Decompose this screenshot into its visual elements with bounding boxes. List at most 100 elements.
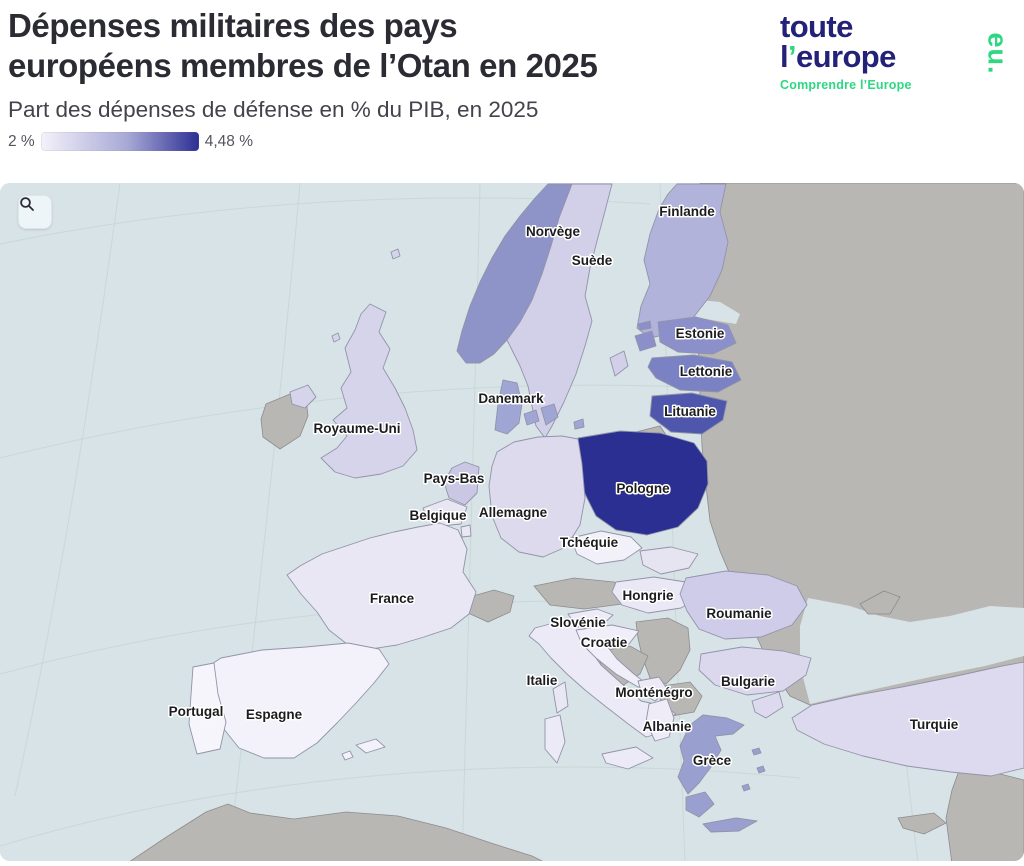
label-pays-bas: Pays-Bas (424, 471, 485, 486)
country-albanie[interactable] (645, 698, 675, 742)
label-espagne: Espagne (246, 707, 303, 722)
label-allemagne: Allemagne (479, 505, 548, 520)
greece-mainland (677, 714, 745, 795)
country-espagne[interactable] (206, 642, 390, 761)
legend-max-label: 4,48 % (204, 132, 253, 150)
shetland-islands (390, 248, 401, 260)
country-slovenie[interactable] (567, 608, 614, 628)
page-title-line2: européens membres de l’Otan en 2025 (8, 47, 598, 84)
north-africa (129, 803, 543, 861)
country-royaume-uni[interactable] (289, 248, 418, 479)
hiiumaa-island (637, 320, 652, 331)
country-labels: Norvège Suède Finlande Estonie Lettonie … (167, 203, 960, 770)
legend-min-label: 2 % (8, 132, 35, 150)
corsica-island (552, 681, 569, 714)
country-grece[interactable] (677, 714, 766, 833)
northern-ireland (289, 384, 317, 409)
label-bulgarie: Bulgarie (721, 674, 776, 689)
sicily-island (601, 746, 654, 770)
page-title: Dépenses militaires des pays européens m… (8, 6, 1024, 86)
magnifier-icon (20, 197, 34, 211)
logo-eu-suffix: eu. (982, 32, 1013, 75)
color-legend: 2 % 4,48 % (8, 132, 1024, 151)
country-pologne[interactable] (577, 430, 709, 536)
levant (945, 767, 1024, 861)
label-norvege: Norvège (526, 224, 581, 239)
map-zoom-button[interactable] (18, 195, 52, 229)
country-pays-bas[interactable] (443, 461, 480, 506)
country-belgique[interactable] (422, 498, 468, 527)
country-turquie[interactable] (751, 661, 1024, 777)
peloponnese (685, 791, 715, 818)
label-slovenie: Slovénie (550, 615, 606, 630)
label-montenegro: Monténégro (615, 685, 692, 700)
country-danemark[interactable] (494, 379, 585, 435)
country-montenegro[interactable] (637, 676, 669, 702)
page-title-line1: Dépenses militaires des pays (8, 7, 458, 44)
country-lituanie[interactable] (649, 392, 728, 435)
label-portugal: Portugal (169, 704, 224, 719)
country-portugal[interactable] (188, 662, 227, 755)
header: Dépenses militaires des pays européens m… (0, 6, 1024, 183)
label-suede: Suède (572, 253, 613, 268)
country-estonie[interactable] (634, 316, 737, 355)
great-britain (320, 303, 418, 479)
jutland (494, 379, 523, 435)
country-suede[interactable] (506, 183, 629, 439)
map-canvas[interactable]: Norvège Suède Finlande Estonie Lettonie … (0, 183, 1024, 861)
logo-tagline: Comprendre l’Europe (780, 78, 912, 92)
black-sea (800, 598, 1024, 704)
label-croatie: Croatie (581, 635, 628, 650)
label-hongrie: Hongrie (622, 588, 673, 603)
country-bulgarie[interactable] (698, 646, 812, 696)
toute-leurope-logo[interactable]: toute l’europe eu. Comprendre l’Europe (780, 9, 1013, 92)
saaremaa-island (634, 330, 657, 352)
country-allemagne[interactable] (488, 435, 586, 558)
label-finlande: Finlande (659, 204, 715, 219)
label-danemark: Danemark (478, 391, 544, 406)
label-lituanie: Lituanie (664, 404, 716, 419)
mallorca-island (355, 738, 386, 754)
label-albanie: Albanie (643, 719, 692, 734)
label-roumanie: Roumanie (706, 606, 772, 621)
logo-word-toute: toute (780, 9, 853, 44)
bornholm-island (573, 418, 585, 430)
label-italie: Italie (527, 673, 558, 688)
country-france[interactable] (286, 522, 569, 714)
label-pologne: Pologne (616, 481, 670, 496)
country-roumanie[interactable] (679, 570, 808, 640)
country-slovaquie[interactable] (639, 546, 699, 575)
country-lettonie[interactable] (647, 354, 742, 393)
country-tchequie[interactable] (570, 530, 643, 565)
serbia (635, 617, 691, 685)
aegean-island-1 (751, 747, 762, 756)
label-france: France (370, 591, 415, 606)
hebrides (331, 332, 341, 343)
page-subtitle: Part des dépenses de défense en % du PIB… (8, 97, 539, 122)
sardinia-island (544, 714, 566, 764)
country-luxembourg[interactable] (460, 524, 472, 538)
label-tchequie: Tchéquie (560, 535, 619, 550)
turkey-anatolia (791, 661, 1024, 777)
label-turquie: Turquie (910, 717, 959, 732)
map-svg: Norvège Suède Finlande Estonie Lettonie … (0, 183, 1024, 861)
gotland-island (609, 350, 629, 377)
aegean-island-2 (756, 765, 766, 774)
label-lettonie: Lettonie (680, 364, 733, 379)
logo-word-leurope: l’europe (780, 39, 896, 74)
zealand-island (540, 403, 559, 426)
label-grece: Grèce (693, 753, 732, 768)
crete-island (702, 817, 758, 833)
label-royaume-uni: Royaume-Uni (313, 421, 400, 436)
cyprus (897, 812, 947, 835)
country-hongrie[interactable] (611, 576, 702, 614)
label-estonie: Estonie (676, 326, 725, 341)
ibiza-island (341, 750, 354, 761)
legend-gradient-bar (40, 132, 199, 151)
country-croatie[interactable] (575, 624, 649, 688)
crimea (859, 590, 901, 615)
turkey-european-part (751, 691, 784, 719)
funen-island (523, 409, 540, 426)
label-belgique: Belgique (409, 508, 466, 523)
aegean-island-3 (741, 783, 751, 792)
